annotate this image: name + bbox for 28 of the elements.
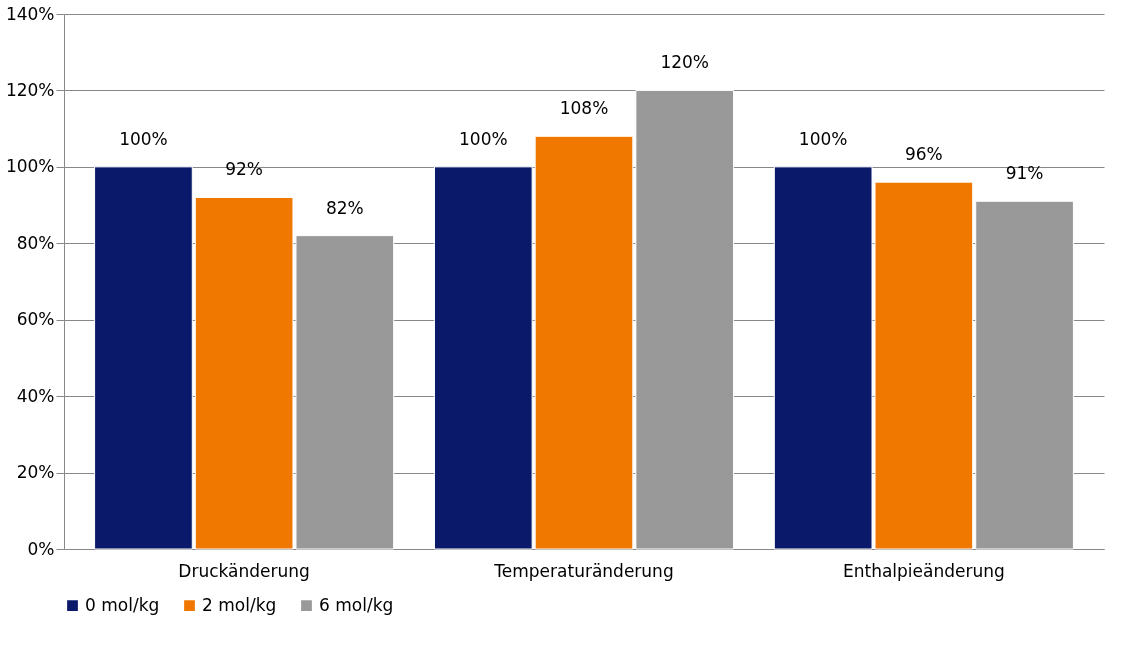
data-label: 91% [1005, 163, 1044, 184]
y-tick-label: 0% [27, 538, 55, 559]
y-tick-label: 80% [16, 232, 55, 253]
data-label: 96% [904, 144, 943, 165]
y-tick-label: 40% [16, 385, 55, 406]
data-label: 120% [660, 52, 710, 73]
data-label: 92% [225, 159, 264, 180]
data-label: 100% [119, 128, 168, 149]
x-tick-label: Druckänderung [178, 560, 310, 581]
data-label: 100% [458, 128, 508, 149]
data-label: 108% [559, 98, 609, 119]
x-tick-label: Temperaturänderung [493, 560, 674, 581]
y-tick-label: 20% [16, 462, 55, 483]
y-tick-label: 120% [5, 79, 55, 100]
bar [534, 135, 634, 550]
y-tick-label: 140% [5, 3, 55, 24]
bar [433, 166, 533, 550]
legend-label: 6 mol/kg [319, 594, 394, 615]
legend-label: 0 mol/kg [85, 594, 160, 615]
bar [975, 200, 1074, 550]
data-label: 100% [798, 128, 848, 149]
y-tick-label: 60% [16, 309, 55, 330]
bar [94, 166, 193, 550]
legend-label: 2 mol/kg [202, 594, 277, 615]
bar [635, 89, 735, 550]
y-tick-label: 100% [5, 156, 55, 177]
data-label: 82% [325, 197, 364, 218]
x-tick-label: Enthalpieänderung [842, 560, 1005, 581]
